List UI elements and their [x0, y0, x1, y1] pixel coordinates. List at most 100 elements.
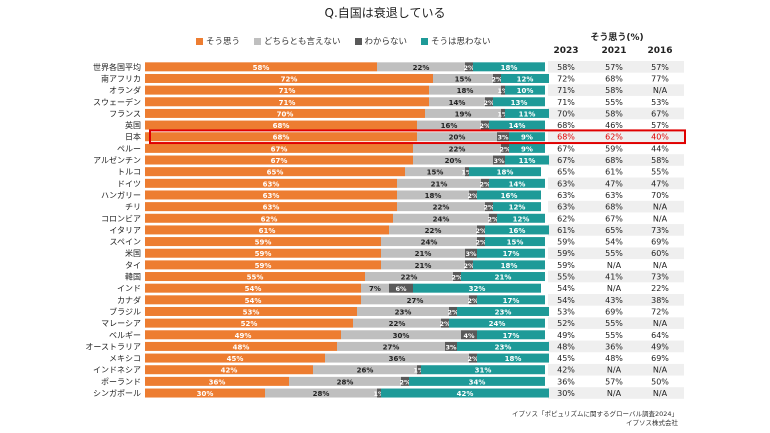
- trend-value: 63%: [557, 203, 575, 212]
- bar-segment: [145, 178, 397, 188]
- data-label: 4%: [463, 332, 475, 340]
- bar-segment: [381, 388, 549, 398]
- bar-segment: [465, 260, 473, 270]
- legend: そう思う どちらとも言えない わからない そうは思わない: [196, 35, 491, 47]
- bar-segment: [353, 318, 441, 328]
- trend-value: 63%: [557, 191, 575, 200]
- data-label: 67%: [271, 157, 288, 165]
- data-label: 15%: [455, 75, 472, 83]
- bar-segment: [477, 295, 545, 305]
- trend-value: 44%: [651, 144, 669, 153]
- trend-value: 55%: [605, 98, 623, 107]
- bar-segment: [501, 85, 505, 95]
- bar-segment: [341, 330, 461, 340]
- bar-segment: [409, 376, 545, 386]
- data-label: 16%: [509, 227, 526, 235]
- trend-value: 53%: [557, 307, 575, 316]
- category-label: コロンビア: [101, 214, 141, 223]
- bar-segment: [361, 295, 469, 305]
- data-label: 36%: [209, 378, 226, 386]
- bar-segment: [465, 167, 469, 177]
- bar-segment: [145, 155, 413, 165]
- data-label: 18%: [501, 64, 518, 72]
- legend-swatch-neutral: [254, 37, 262, 45]
- data-label: 17%: [503, 297, 520, 305]
- trend-value: 70%: [651, 191, 669, 200]
- trend-value: 50%: [651, 377, 669, 386]
- bar-segment: [485, 202, 493, 212]
- trend-value: 62%: [605, 133, 623, 142]
- data-label: 2%: [475, 239, 487, 247]
- trend-value: 40%: [651, 133, 669, 142]
- data-label: 62%: [261, 215, 278, 223]
- bar-segment: [445, 341, 457, 351]
- trend-value: 62%: [557, 214, 575, 223]
- trend-value: 72%: [651, 307, 669, 316]
- trend-value: 52%: [557, 319, 575, 328]
- data-label: 12%: [509, 204, 526, 212]
- data-label: 9%: [521, 134, 533, 142]
- bar-segment: [145, 167, 405, 177]
- data-label: 1%: [373, 390, 385, 398]
- data-label: 19%: [455, 110, 472, 118]
- trend-value: 61%: [557, 226, 575, 235]
- bar-segment: [481, 178, 489, 188]
- bar-segment: [413, 143, 501, 153]
- legend-item-unknown: わからない: [354, 35, 407, 47]
- category-label: ベルギー: [109, 331, 141, 340]
- bar-segment: [477, 248, 545, 258]
- category-label: アルゼンチン: [93, 155, 141, 165]
- legend-swatch-unknown: [354, 37, 362, 45]
- source-line-2: イプソス株式会社: [626, 419, 678, 427]
- trend-value: N/A: [653, 203, 668, 212]
- trend-value: 41%: [605, 273, 623, 282]
- data-label: 53%: [243, 308, 260, 316]
- data-label: 11%: [519, 110, 536, 118]
- bar-segment: [469, 295, 477, 305]
- bar-segment: [417, 132, 497, 142]
- data-label: 59%: [255, 239, 272, 247]
- trend-row-bg: [548, 154, 684, 166]
- bar-segment: [145, 260, 381, 270]
- bar-segment: [429, 85, 501, 95]
- bar-segment: [401, 376, 409, 386]
- data-label: 24%: [489, 320, 506, 328]
- source-line-1: イプソス「ポピュリズムに関するグローバル調査2024」: [512, 410, 678, 418]
- bar-segment: [145, 248, 381, 258]
- data-label: 23%: [395, 308, 412, 316]
- data-label: 2%: [499, 145, 511, 153]
- data-label: 17%: [503, 332, 520, 340]
- trend-value: 65%: [605, 226, 623, 235]
- trend-value: 53%: [651, 98, 669, 107]
- category-label: ドイツ: [117, 179, 141, 188]
- data-label: 11%: [519, 157, 536, 165]
- legend-swatch-agree: [196, 37, 203, 45]
- data-label: 3%: [445, 343, 457, 351]
- trend-value: 58%: [605, 109, 623, 118]
- trend-row-bg: [548, 317, 684, 329]
- trend-row-bg: [548, 107, 684, 120]
- data-label: 6%: [395, 285, 407, 293]
- bar-segment: [145, 108, 425, 118]
- trend-value: N/A: [607, 389, 622, 398]
- bar-segment: [457, 341, 549, 351]
- trend-value: 54%: [557, 296, 575, 305]
- data-label: 2%: [451, 274, 463, 282]
- data-label: 42%: [457, 390, 474, 398]
- data-label: 23%: [495, 308, 512, 316]
- trend-value: 48%: [557, 342, 575, 351]
- category-label: マレーシア: [101, 319, 141, 328]
- bar-segment: [457, 306, 549, 316]
- data-label: 16%: [441, 122, 458, 130]
- data-label: 30%: [197, 390, 214, 398]
- data-label: 2%: [463, 262, 475, 270]
- data-label: 72%: [281, 75, 298, 83]
- data-label: 13%: [511, 99, 528, 107]
- trend-value: 68%: [605, 203, 623, 212]
- data-label: 18%: [425, 192, 442, 200]
- bar-segment: [381, 260, 465, 270]
- bar-segment: [145, 330, 341, 340]
- data-label: 59%: [255, 250, 272, 258]
- category-label: チリ: [125, 203, 141, 212]
- bar-segment: [337, 341, 445, 351]
